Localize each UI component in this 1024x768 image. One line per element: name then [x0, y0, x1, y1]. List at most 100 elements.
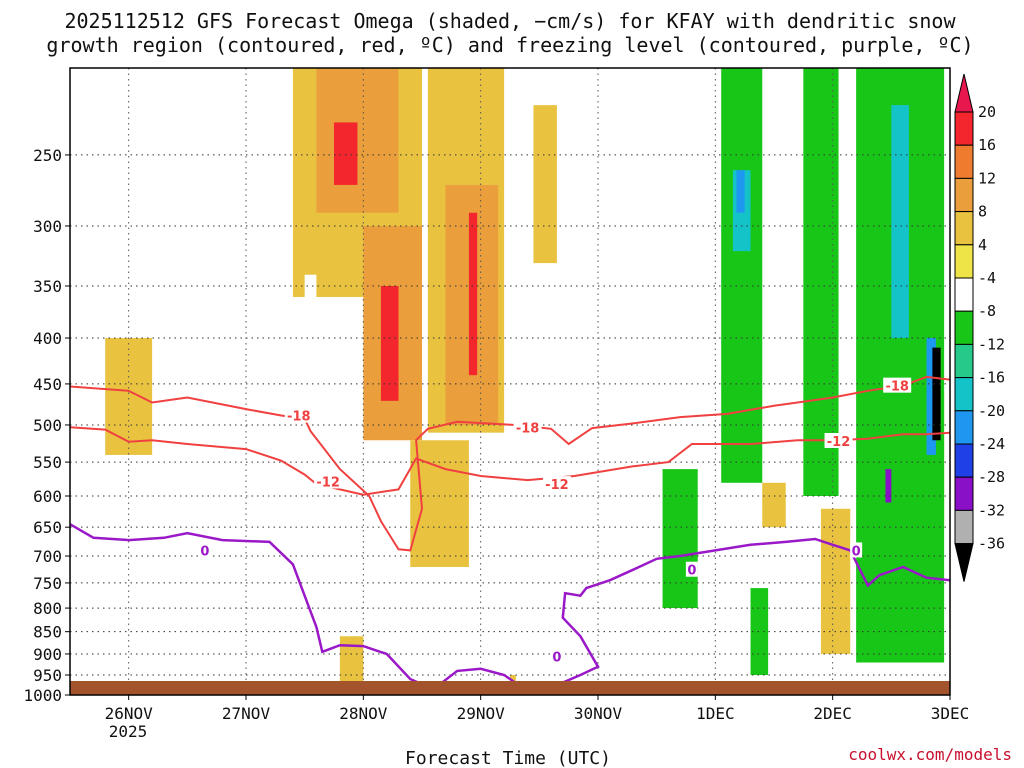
omega-cell	[339, 636, 364, 688]
omega-cell	[721, 68, 763, 483]
contour-label: -12	[827, 435, 851, 450]
plot-frame	[69, 67, 951, 696]
contour-label-bg	[850, 542, 863, 558]
colorbar-label: -20	[978, 402, 1005, 420]
pressure-tick-label: 950	[33, 666, 62, 685]
colorbar-label: 8	[978, 203, 987, 221]
time-tick-label: 3DEC	[931, 704, 970, 723]
chart-title-line1: 2025112512 GFS Forecast Omega (shaded, −…	[64, 9, 956, 33]
colorbar-label: 4	[978, 236, 987, 254]
colorbar-swatch	[954, 310, 974, 345]
contour-label: 0	[852, 544, 861, 559]
colorbar-swatch	[954, 343, 974, 379]
time-tick-label: 2DEC	[813, 704, 852, 723]
contour-label-bg	[513, 419, 542, 435]
contour-freezing-level	[70, 523, 950, 695]
contour-label: 0	[687, 564, 696, 579]
pressure-tick-label: 600	[33, 487, 62, 506]
pressure-tick-label: 800	[33, 599, 62, 618]
omega-cell	[803, 68, 839, 496]
time-tick-label: 1DEC	[696, 704, 735, 723]
pressure-tick-label: 400	[33, 329, 62, 348]
colorbar-swatch	[954, 244, 974, 279]
x-year-label: 2025	[109, 722, 148, 741]
contour-label-bg	[542, 476, 571, 492]
contour-label-bg	[198, 542, 211, 558]
colorbar-top-arrow	[954, 73, 974, 113]
contour-label-bg	[685, 561, 698, 577]
colorbar-swatch	[954, 410, 974, 445]
pressure-tick-label: 550	[33, 453, 62, 472]
colorbar-swatch	[954, 177, 974, 213]
pressure-axis: 250 300 350 400 450 500 550 600 650 700 750 800 850 9…	[23, 146, 70, 705]
pressure-tick-label: 1000	[23, 686, 62, 705]
pressure-tick-label: 650	[33, 518, 62, 537]
grid-lines	[70, 68, 950, 695]
colorbar-label: -16	[978, 369, 1005, 387]
terrain-band	[70, 681, 950, 695]
pressure-tick-label: 250	[33, 146, 62, 165]
omega-cell	[891, 105, 909, 339]
pressure-tick-label: 500	[33, 416, 62, 435]
contour-label-bg	[314, 473, 343, 489]
colorbar-swatch	[954, 509, 974, 545]
colorbar-swatch	[954, 476, 974, 511]
contour-label: -18	[287, 410, 311, 425]
omega-cell	[169, 508, 176, 641]
colorbar-label: -8	[978, 302, 996, 320]
colorbar-swatch	[954, 277, 974, 312]
omega-cell	[750, 588, 769, 676]
omega-cell	[762, 482, 786, 528]
contour-label: 0	[552, 651, 561, 666]
colorbar-label: -4	[978, 269, 996, 287]
colorbar-bottom-arrow	[954, 543, 974, 582]
colorbar-label: -32	[978, 501, 1005, 519]
colorbar-swatch	[954, 111, 974, 146]
omega-cell	[598, 454, 663, 604]
colorbar-swatch	[954, 377, 974, 412]
colorbar-swatch	[954, 144, 974, 179]
omega-cell	[736, 170, 745, 213]
time-tick-label: 30NOV	[574, 704, 623, 723]
colorbar-label: -36	[978, 535, 1005, 553]
colorbar-label: -24	[978, 435, 1005, 453]
contour-dgz-minus12	[70, 426, 950, 496]
contour-label: -12	[316, 475, 340, 490]
contour-lines: -18-12-18-12-18-1200000	[70, 375, 950, 695]
colorbar-label: -28	[978, 468, 1005, 486]
omega-cell	[105, 338, 153, 455]
omega-cell	[410, 440, 469, 568]
credit-text: coolwx.com/models	[848, 745, 1012, 764]
colorbar-label: 12	[978, 169, 996, 187]
omega-cell	[380, 286, 399, 401]
contour-dgz-minus18	[70, 375, 950, 552]
time-tick-label: 26NOV	[105, 704, 154, 723]
omega-cell	[885, 469, 892, 503]
pressure-tick-label: 750	[33, 574, 62, 593]
omega-cell	[533, 105, 557, 264]
omega-cell	[304, 274, 317, 496]
pressure-tick-label: 450	[33, 375, 62, 394]
contour-label-bg	[824, 432, 853, 448]
colorbar-label: -12	[978, 335, 1005, 353]
pressure-tick-label: 300	[33, 217, 62, 236]
omega-cell	[468, 212, 478, 376]
contour-label: -18	[885, 380, 909, 395]
time-axis: 26NOV 27NOV 28NOV 29NOV 30NOV 1DEC 2DEC 3DEC	[105, 695, 970, 723]
contour-label: -18	[516, 421, 540, 436]
colorbar-label: 16	[978, 136, 996, 154]
omega-cell	[926, 338, 936, 455]
chart-title-line2: growth region (contoured, red, ºC) and f…	[46, 33, 973, 57]
colorbar-swatch	[954, 443, 974, 478]
omega-cell	[334, 122, 358, 185]
contour-label-bg	[550, 648, 563, 664]
omega-cell	[820, 508, 851, 654]
contour-label: 0	[200, 544, 209, 559]
colorbar-label: 20	[978, 103, 996, 121]
colorbar-swatch	[954, 211, 974, 246]
time-tick-label: 27NOV	[222, 704, 271, 723]
pressure-tick-label: 850	[33, 623, 62, 642]
colorbar: 20 16 12 8 4 -4 -8 -12 -16 -20 -24 -28 -32 -36	[954, 73, 1005, 582]
contour-label-bg	[883, 377, 912, 393]
